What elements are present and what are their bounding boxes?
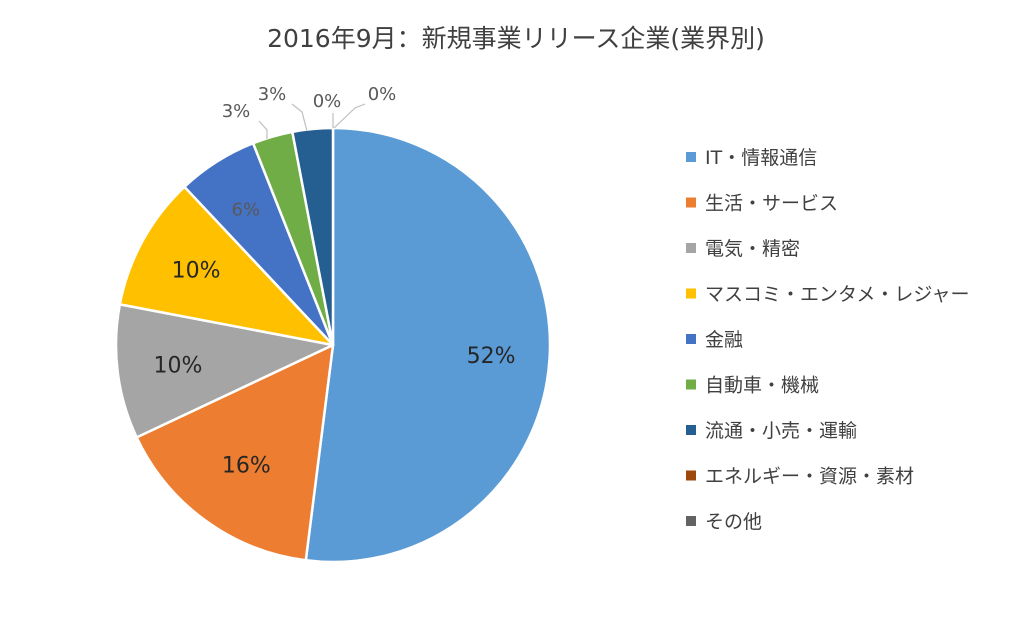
- leader-line-7: [291, 103, 308, 132]
- legend-label: IT・情報通信: [705, 147, 817, 169]
- data-label-6: 3%: [222, 101, 251, 122]
- legend-swatch: [686, 197, 696, 208]
- legend-item: エネルギー・資源・素材: [686, 466, 914, 488]
- pie-slice-3: [114, 303, 335, 439]
- legend-item: その他: [686, 511, 762, 533]
- label-leader-lines: [258, 103, 366, 139]
- chart-title: 2016年9月：新規事業リリース企業(業界別): [267, 24, 765, 53]
- legend-swatch: [686, 470, 696, 481]
- legend-item: 自動車・機械: [686, 375, 819, 397]
- pie-slice-1: [304, 126, 552, 564]
- legend-label: 電気・精密: [705, 238, 800, 260]
- data-label-5: 6%: [232, 200, 261, 221]
- legend-label: 流通・小売・運輸: [705, 420, 857, 442]
- leader-line-9: [333, 103, 366, 129]
- legend-swatch: [686, 425, 696, 435]
- data-label-9: 0%: [368, 84, 397, 105]
- data-label-8: 0%: [313, 91, 342, 112]
- legend-label: 金融: [705, 329, 743, 351]
- data-label-7: 3%: [258, 84, 287, 105]
- legend-item: 生活・サービス: [686, 193, 838, 215]
- legend-item: マスコミ・エンタメ・レジャー: [686, 284, 969, 306]
- legend-swatch: [686, 516, 696, 526]
- pie-slice-4: [118, 185, 335, 347]
- legend-swatch: [686, 152, 696, 162]
- pie-slices: [114, 126, 552, 564]
- legend-swatch: [686, 288, 696, 299]
- legend-swatch: [686, 379, 696, 390]
- data-label-4: 10%: [172, 259, 221, 284]
- chart-legend: IT・情報通信生活・サービス電気・精密マスコミ・エンタメ・レジャー金融自動車・機…: [686, 147, 969, 533]
- legend-swatch: [686, 334, 696, 344]
- legend-item: 電気・精密: [686, 238, 800, 260]
- legend-swatch: [686, 243, 696, 253]
- legend-item: 金融: [686, 329, 743, 351]
- data-label-3: 10%: [154, 354, 203, 379]
- legend-label: エネルギー・資源・素材: [705, 466, 914, 488]
- leader-line-6: [258, 120, 268, 139]
- legend-label: マスコミ・エンタメ・レジャー: [705, 284, 969, 306]
- data-label-1: 52%: [467, 344, 516, 369]
- legend-label: 自動車・機械: [705, 375, 819, 397]
- pie-slice-2: [135, 343, 335, 562]
- legend-label: その他: [705, 511, 762, 533]
- data-label-2: 16%: [222, 453, 271, 478]
- legend-item: IT・情報通信: [686, 147, 817, 169]
- legend-label: 生活・サービス: [705, 193, 838, 215]
- pie-data-labels: 52% 16% 10% 10% 6% 3% 3% 0% 0%: [154, 84, 516, 478]
- legend-item: 流通・小売・運輸: [686, 420, 857, 442]
